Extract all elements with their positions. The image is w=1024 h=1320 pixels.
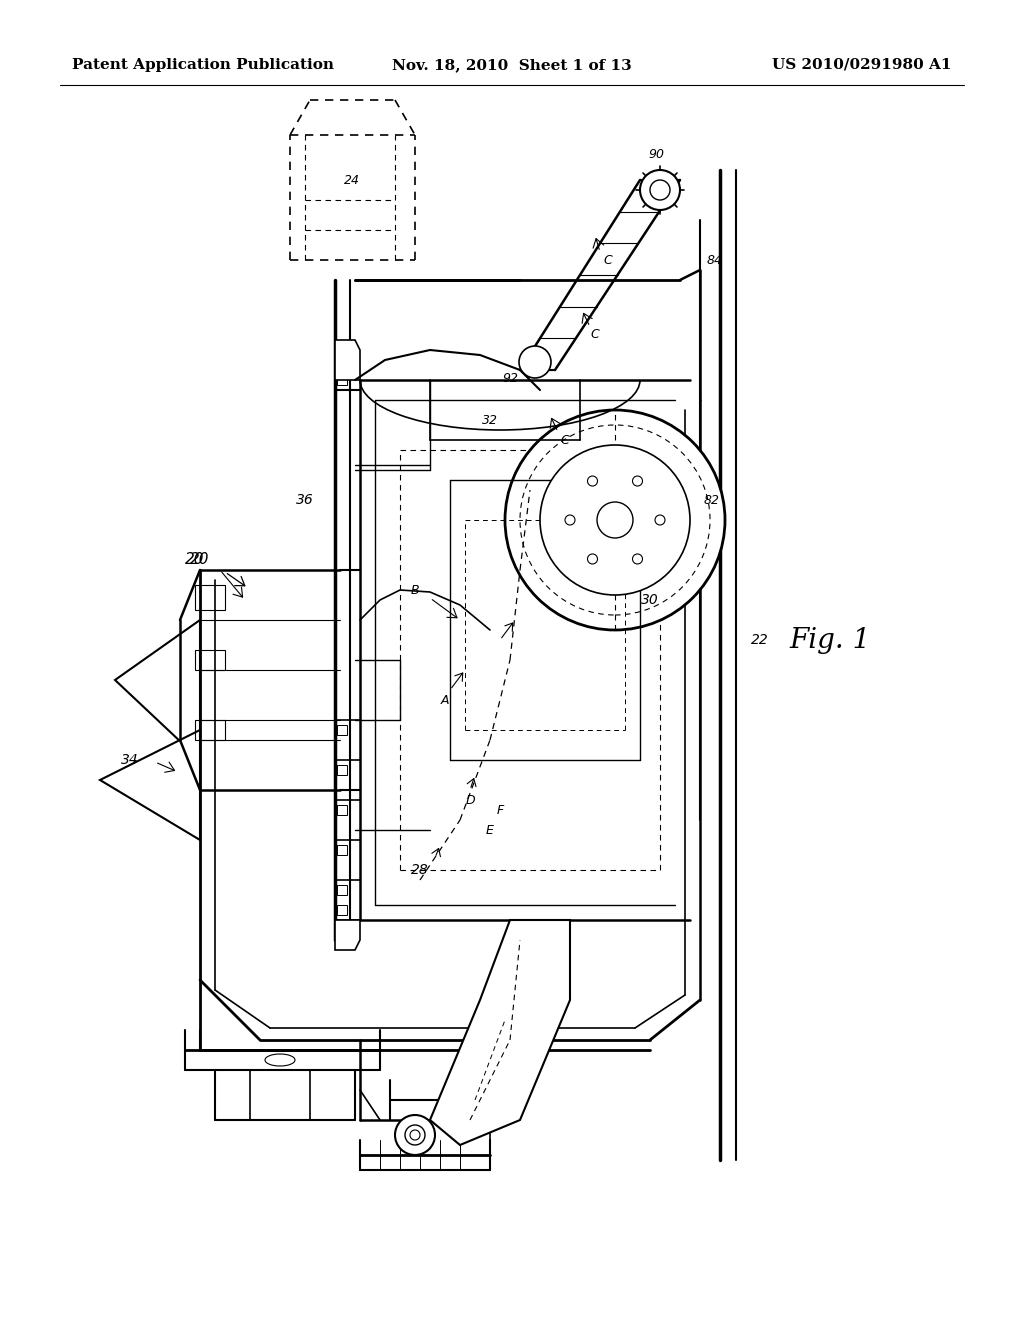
Bar <box>337 766 347 775</box>
Polygon shape <box>115 620 200 760</box>
Bar <box>337 845 347 855</box>
Polygon shape <box>100 730 200 840</box>
Text: 84: 84 <box>707 253 723 267</box>
Bar <box>337 884 347 895</box>
Bar <box>337 805 347 814</box>
Text: 30: 30 <box>641 593 658 607</box>
Circle shape <box>395 1115 435 1155</box>
Bar <box>337 355 347 366</box>
Circle shape <box>565 515 575 525</box>
Bar <box>337 906 347 915</box>
Text: 36: 36 <box>296 492 314 507</box>
Text: US 2010/0291980 A1: US 2010/0291980 A1 <box>772 58 952 73</box>
Circle shape <box>655 515 665 525</box>
Text: 82: 82 <box>705 494 720 507</box>
Text: F: F <box>497 804 504 817</box>
Text: C: C <box>603 253 612 267</box>
Text: 24: 24 <box>344 173 360 186</box>
Circle shape <box>633 554 642 564</box>
Bar <box>337 725 347 735</box>
Polygon shape <box>335 920 360 950</box>
Circle shape <box>406 1125 425 1144</box>
Text: B: B <box>411 583 419 597</box>
Bar <box>195 649 225 671</box>
Text: Fig. 1: Fig. 1 <box>790 627 870 653</box>
Circle shape <box>633 477 642 486</box>
Text: Nov. 18, 2010  Sheet 1 of 13: Nov. 18, 2010 Sheet 1 of 13 <box>392 58 632 73</box>
Bar <box>337 375 347 385</box>
Text: A: A <box>440 693 450 706</box>
Text: 20: 20 <box>190 553 210 568</box>
Text: 34: 34 <box>121 752 139 767</box>
Text: Patent Application Publication: Patent Application Publication <box>72 58 334 73</box>
Polygon shape <box>430 920 570 1144</box>
Text: 20: 20 <box>185 553 205 568</box>
Polygon shape <box>335 341 360 380</box>
Circle shape <box>588 554 597 564</box>
Circle shape <box>597 502 633 539</box>
Circle shape <box>505 411 725 630</box>
Circle shape <box>519 346 551 378</box>
Circle shape <box>588 477 597 486</box>
Text: 22: 22 <box>752 634 769 647</box>
Circle shape <box>650 180 670 201</box>
Text: 28: 28 <box>411 863 429 876</box>
Text: 90: 90 <box>648 149 664 161</box>
Bar <box>195 719 225 741</box>
Circle shape <box>640 170 680 210</box>
Text: C: C <box>560 433 569 446</box>
Text: 32: 32 <box>482 413 498 426</box>
Text: C: C <box>591 329 599 342</box>
Text: D: D <box>465 793 475 807</box>
Circle shape <box>540 445 690 595</box>
Circle shape <box>410 1130 420 1140</box>
Bar <box>195 585 225 610</box>
Text: 92: 92 <box>502 371 518 384</box>
Text: E: E <box>486 824 494 837</box>
